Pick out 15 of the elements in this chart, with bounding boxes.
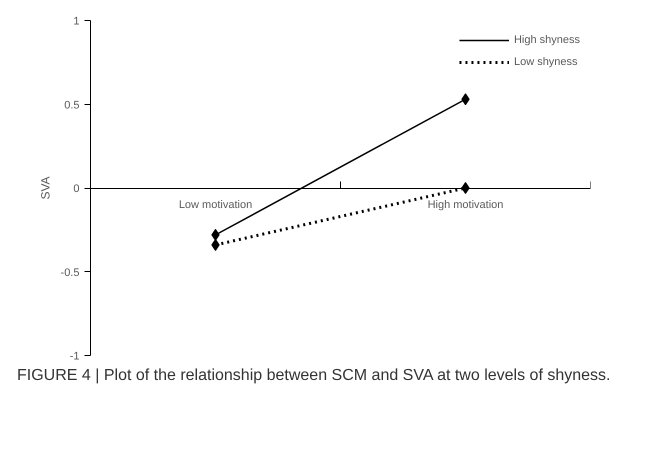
y-tick-label: 1 [73,16,80,28]
y-tick-label: 0.5 [64,99,80,112]
point [211,238,220,251]
point [461,93,470,106]
legend-label: High shyness [514,34,580,46]
x-tick-label: Low motivation [178,199,252,211]
y-axis-title: SVA [38,176,53,200]
y-tick-label: -0.5 [60,266,80,279]
x-tick-label: High motivation [428,199,504,211]
point [211,228,220,241]
point [461,182,470,194]
y-tick-label: 0 [73,183,80,195]
legend-label: Low shyness [514,56,578,68]
caption: FIGURE 4 | Plot of the relationship between SCM and SVA at two levels of shyness. [17,366,610,386]
y-tick-label: -1 [70,350,80,362]
